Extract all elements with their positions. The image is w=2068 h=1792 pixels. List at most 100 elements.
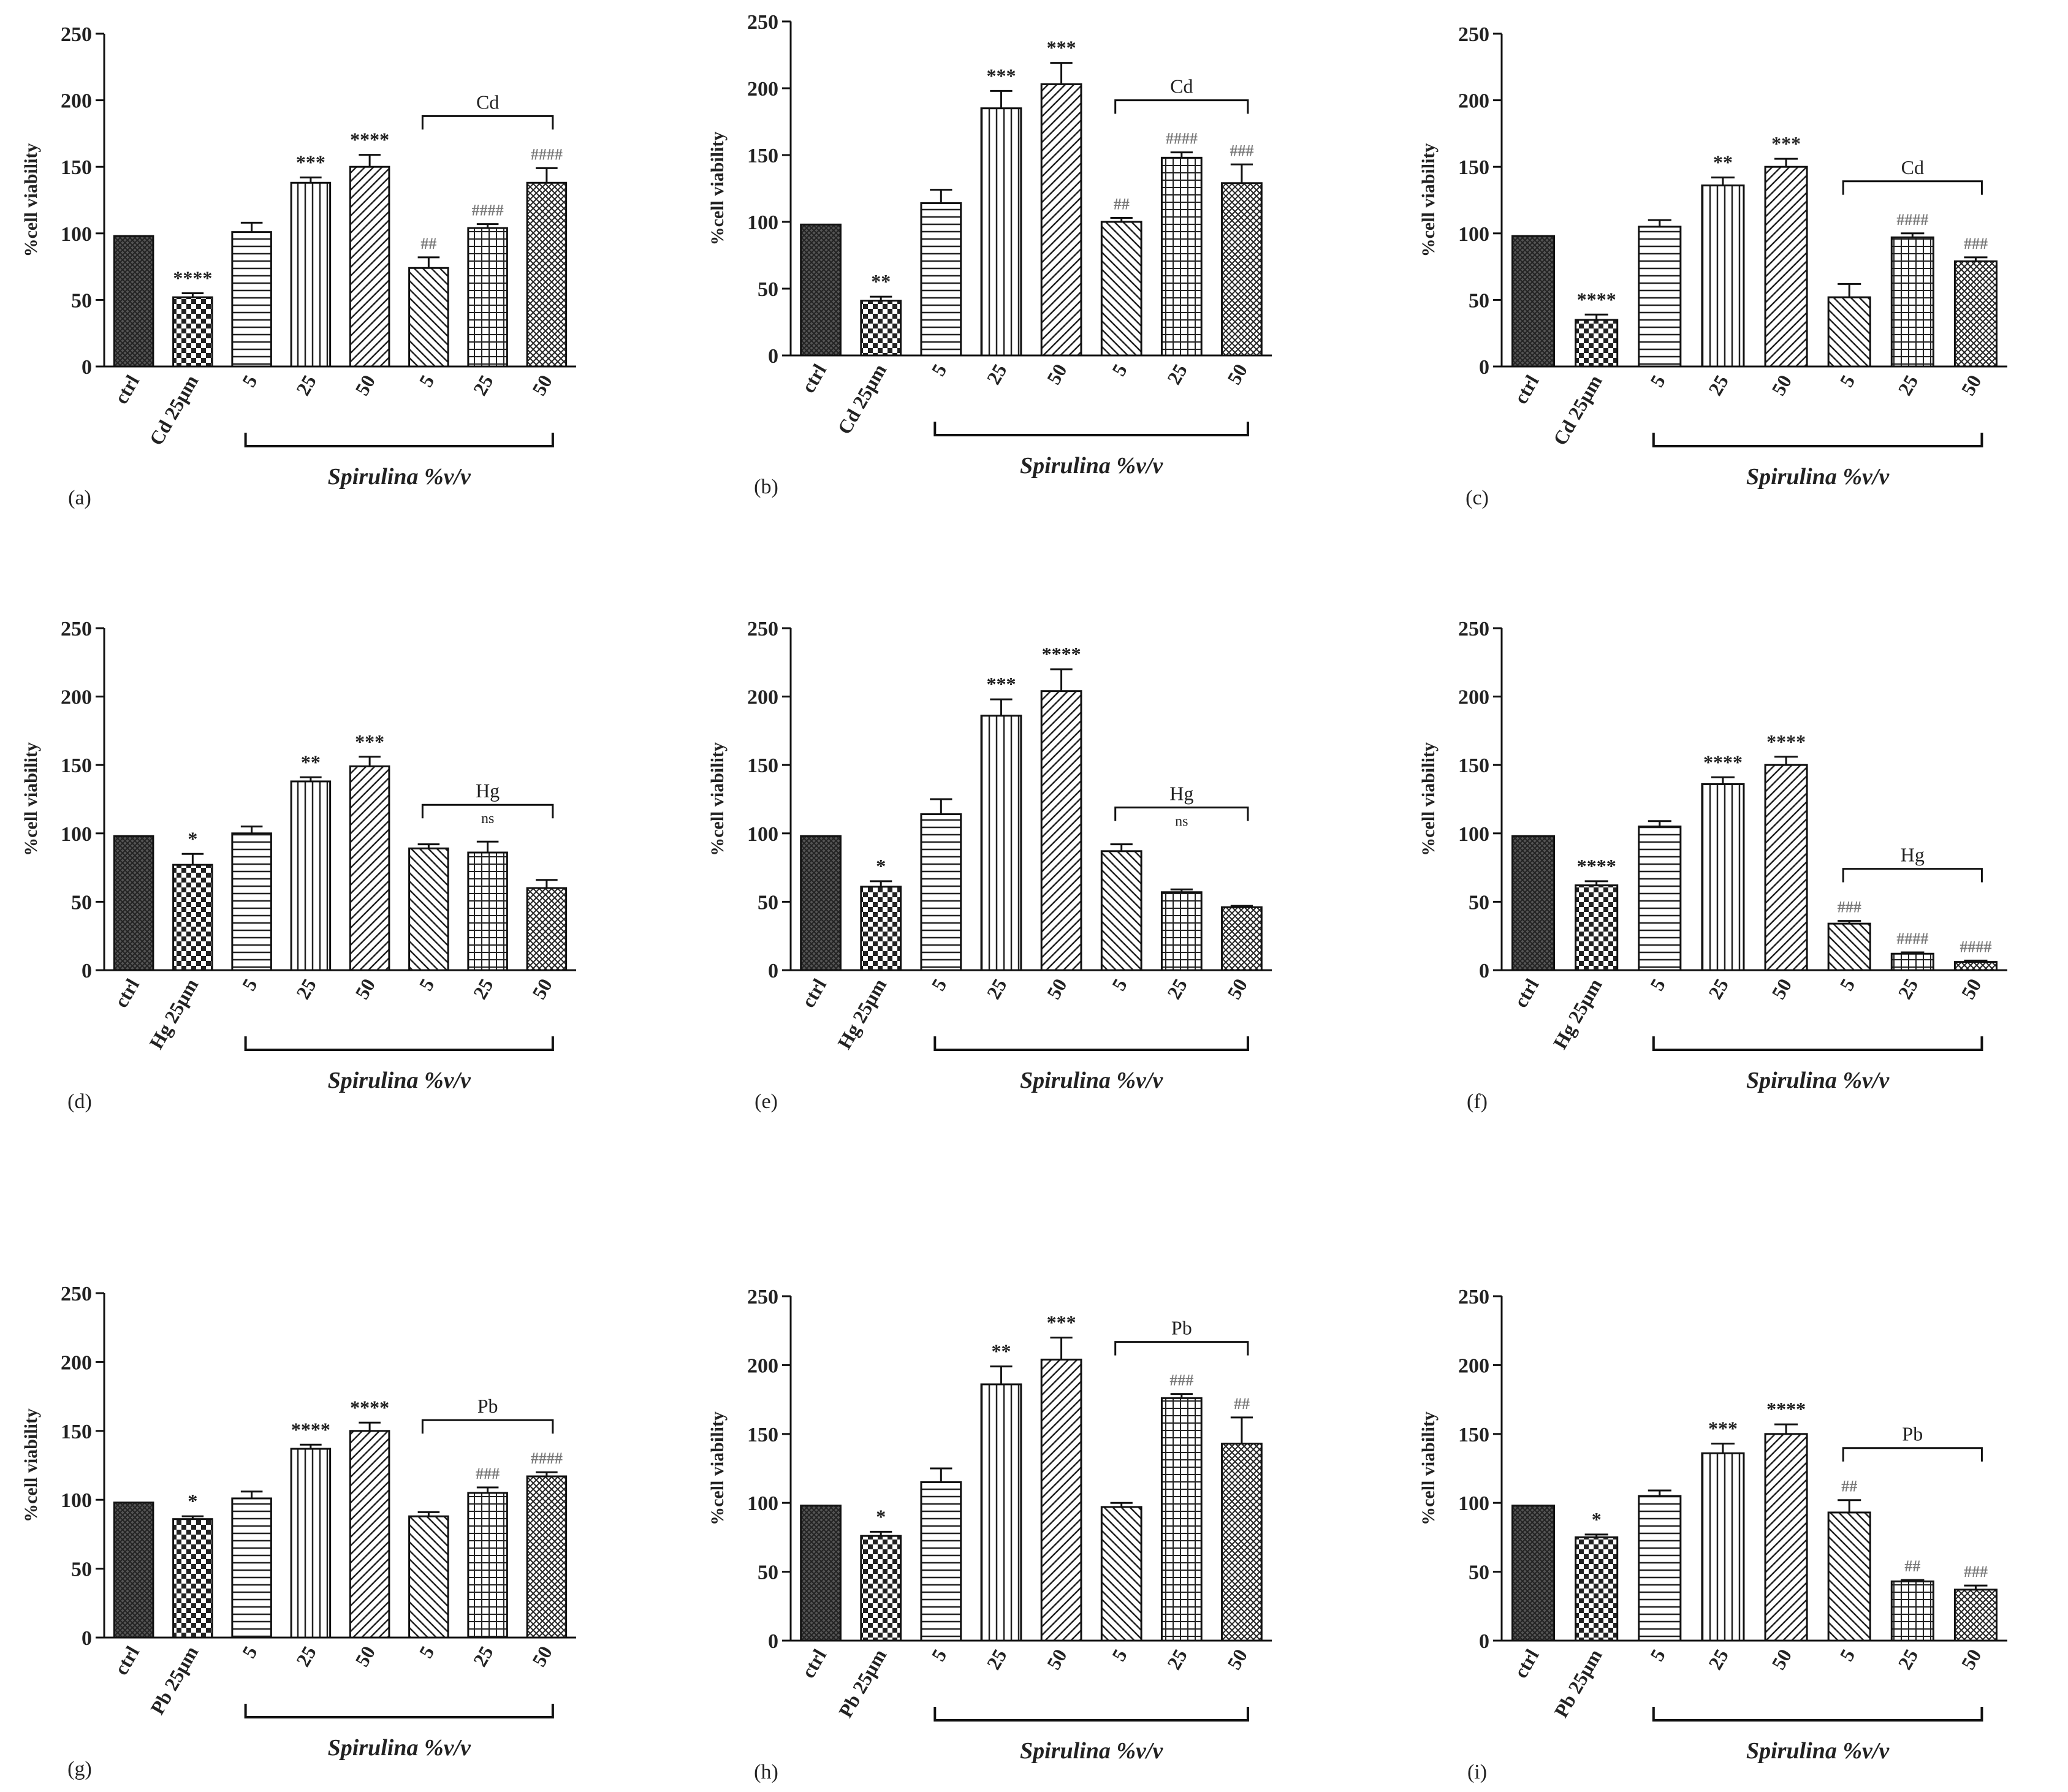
category-label: 25	[1163, 360, 1192, 389]
y-axis-label: %cell viability	[1418, 1411, 1439, 1525]
spirulina-bracket	[933, 1036, 1249, 1051]
category-label: 50	[528, 975, 557, 1003]
category-label: Pb 25µm	[1549, 1645, 1606, 1721]
bar-0	[113, 235, 154, 368]
category-label: 50	[1223, 360, 1252, 389]
y-tick-label: 50	[758, 1562, 778, 1584]
hash-annotation: ####	[472, 202, 504, 219]
chart-panel-e: 0 50 100 150 200 250 %cell viability ctrl * Hg 25…	[707, 618, 1272, 1113]
significance-annotation: ****	[1042, 643, 1081, 665]
chart-panel-d: 0 50 100 150 200 250 %cell viability ctrl * Hg 25…	[21, 618, 576, 1113]
metal-bracket	[421, 1419, 554, 1434]
category-label: 50	[528, 1642, 557, 1671]
bar-0	[113, 1502, 154, 1639]
category-label: 50	[1042, 1646, 1071, 1674]
y-tick-label: 150	[747, 145, 778, 167]
significance-annotation: *	[1592, 1508, 1602, 1530]
bar-5	[1827, 296, 1871, 368]
y-tick-label: 0	[82, 960, 92, 982]
category-label: 5	[1835, 975, 1859, 995]
y-tick-label: 150	[61, 1421, 92, 1443]
significance-annotation: ***	[986, 673, 1016, 695]
bar-2	[231, 832, 272, 971]
category-label: 25	[1704, 371, 1733, 400]
x-axis-title: Spirulina %v/v	[1746, 1068, 1890, 1093]
bar-3	[980, 1383, 1022, 1642]
bracket-label: Pb	[477, 1395, 498, 1417]
category-label: 5	[414, 1642, 438, 1662]
category-label: 5	[238, 371, 262, 391]
bar-3	[290, 1448, 332, 1639]
y-tick-label: 150	[747, 1424, 778, 1446]
bar-3	[1701, 184, 1745, 368]
y-tick-label: 200	[747, 1354, 778, 1377]
y-tick-label: 50	[1469, 891, 1489, 914]
category-label: 25	[1893, 975, 1922, 1003]
category-label: 25	[292, 371, 321, 400]
significance-annotation: ****	[1577, 855, 1616, 877]
category-label: 5	[927, 1646, 951, 1665]
bar-7	[1953, 260, 1998, 368]
category-label: ctrl	[1509, 974, 1543, 1011]
bar-1	[172, 1518, 213, 1639]
significance-annotation: ***	[355, 731, 384, 753]
bar-4	[1764, 165, 1808, 368]
bracket-label: Hg	[476, 780, 500, 802]
x-axis-title: Spirulina %v/v	[328, 1068, 471, 1093]
significance-annotation: *	[876, 1505, 886, 1527]
category-label: Cd 25µm	[145, 371, 202, 449]
bar-5	[408, 847, 449, 971]
hash-annotation: ##	[1841, 1478, 1857, 1495]
spirulina-bracket	[1652, 1707, 1983, 1722]
y-tick-label: 50	[71, 1559, 92, 1581]
bar-0	[1511, 835, 1556, 971]
bar-7	[1953, 961, 1998, 971]
category-label: 25	[469, 1642, 498, 1671]
y-axis-label: %cell viability	[21, 742, 41, 856]
bar-3	[980, 715, 1022, 971]
category-label: 50	[1767, 975, 1796, 1003]
y-tick-label: 200	[61, 686, 92, 709]
bar-0	[113, 835, 154, 971]
significance-annotation: ****	[1766, 731, 1806, 753]
category-label: ctrl	[797, 974, 831, 1011]
y-tick-label: 50	[758, 278, 778, 301]
y-tick-label: 50	[71, 891, 92, 914]
category-label: 5	[1108, 1646, 1131, 1665]
spirulina-bracket	[244, 433, 554, 447]
panel-label: (d)	[67, 1090, 92, 1113]
y-tick-label: 50	[1469, 1562, 1489, 1584]
hash-annotation: ####	[1166, 130, 1198, 148]
bracket-label: Hg	[1169, 783, 1193, 805]
category-label: 50	[1767, 1646, 1796, 1674]
y-axis-label: %cell viability	[707, 132, 728, 246]
y-tick-label: 100	[61, 1489, 92, 1512]
category-label: 50	[1042, 360, 1071, 389]
y-tick-label: 50	[758, 891, 778, 914]
y-tick-label: 50	[71, 289, 92, 312]
panel-label: (h)	[754, 1761, 778, 1783]
bar-5	[1827, 922, 1871, 971]
significance-annotation: **	[301, 751, 321, 773]
significance-annotation: ****	[350, 1396, 389, 1418]
bar-3	[1701, 1452, 1745, 1642]
category-label: ctrl	[797, 360, 831, 397]
category-label: Cd 25µm	[1549, 371, 1606, 449]
category-label: 25	[1893, 1646, 1922, 1674]
y-tick-label: 100	[1458, 1492, 1489, 1515]
category-label: 50	[1956, 975, 1985, 1003]
y-tick-label: 0	[82, 356, 92, 379]
category-label: 25	[1163, 1646, 1192, 1674]
category-label: ctrl	[1509, 1645, 1543, 1682]
bar-7	[526, 1475, 568, 1639]
y-tick-label: 100	[747, 823, 778, 846]
spirulina-bracket	[1652, 433, 1983, 447]
bar-2	[920, 1481, 962, 1642]
panel-label: (g)	[67, 1758, 92, 1780]
bar-1	[1575, 884, 1619, 971]
y-tick-label: 0	[768, 960, 778, 982]
x-axis-title: Spirulina %v/v	[1746, 464, 1890, 490]
category-label: 5	[1646, 1646, 1670, 1665]
bracket-label: Pb	[1171, 1317, 1192, 1339]
